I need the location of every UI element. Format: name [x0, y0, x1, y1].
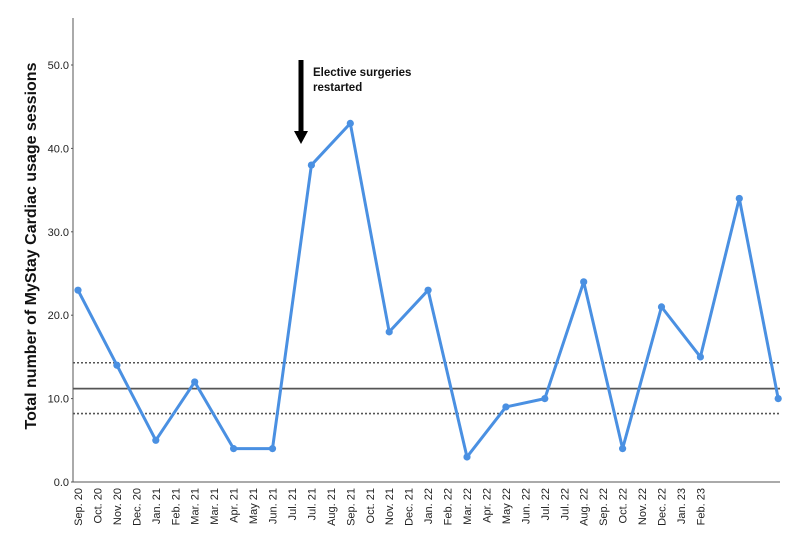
x-tick-label: Aug. 21 — [326, 488, 338, 526]
axes — [72, 18, 780, 483]
x-tick-label: Feb. 22 — [443, 488, 455, 525]
y-tick-label: 0.0 — [54, 477, 69, 489]
data-point — [735, 194, 743, 203]
data-point — [307, 161, 315, 169]
data-point — [619, 445, 627, 453]
data-point — [502, 403, 510, 411]
arrow-shaft — [298, 60, 304, 132]
x-tick-label: Apr. 21 — [229, 488, 241, 523]
annotation-text: restarted — [313, 82, 362, 94]
data-point — [424, 286, 432, 294]
data-point — [268, 445, 277, 453]
x-tick-label: Jul. 22 — [540, 488, 552, 520]
arrow-head — [294, 131, 308, 144]
x-tick-label: Dec. 20 — [131, 488, 143, 526]
x-tick-label: Jun. 22 — [520, 488, 532, 524]
data-point — [152, 436, 160, 444]
x-tick-label: May 22 — [501, 488, 513, 524]
x-tick-label: Nov. 21 — [384, 488, 396, 525]
x-tick-label: Jan. 22 — [423, 488, 435, 524]
data-point — [113, 361, 121, 369]
x-tick-label: Aug. 22 — [579, 488, 591, 526]
x-tick-label: Mar. 21 — [190, 488, 202, 525]
series-group — [74, 119, 782, 461]
y-tick-label: 40.0 — [48, 143, 69, 155]
x-tick-label: Oct. 21 — [365, 488, 377, 523]
y-tick-label: 10.0 — [48, 394, 69, 406]
x-tick-label: Jun. 21 — [268, 488, 280, 524]
data-point — [774, 395, 782, 403]
x-tick-label: Mar. 21 — [209, 488, 221, 525]
x-tick-label: Apr. 22 — [481, 488, 493, 523]
x-tick-label: Jul. 22 — [559, 488, 571, 520]
y-tick-label: 50.0 — [48, 60, 69, 72]
x-tick-labels: Sep. 20 Oct. 20 Nov. 20 Dec. 20 Jan. 21 Feb. … — [73, 488, 707, 526]
x-tick-label: Mar. 22 — [462, 488, 474, 525]
x-tick-label: Sep. 22 — [598, 488, 610, 526]
data-point — [541, 395, 549, 403]
x-tick-label: Sep. 21 — [345, 488, 357, 526]
x-tick-label: Jan. 21 — [151, 488, 163, 524]
data-point — [696, 353, 705, 361]
data-point — [74, 286, 82, 294]
x-tick-label: Jul. 21 — [287, 488, 299, 520]
x-tick-label: Dec. 22 — [657, 488, 669, 526]
data-point — [657, 303, 666, 311]
y-tick-label: 20.0 — [48, 310, 69, 322]
x-tick-label: Nov. 22 — [637, 488, 649, 525]
data-point — [385, 328, 393, 336]
annotation: Elective surgeries restarted — [294, 60, 411, 144]
x-tick-label: Oct. 22 — [618, 488, 630, 523]
x-tick-label: Feb. 23 — [695, 488, 707, 525]
data-point — [346, 119, 354, 127]
x-tick-label: Nov. 20 — [112, 488, 124, 525]
x-tick-label: Jul. 21 — [306, 488, 318, 520]
x-tick-label: Sep. 20 — [73, 488, 85, 526]
x-tick-label: May 21 — [248, 488, 260, 524]
data-point — [191, 378, 199, 386]
data-point — [580, 278, 588, 286]
data-point — [230, 445, 238, 453]
x-tick-label: Dec. 21 — [404, 488, 416, 526]
data-point — [463, 453, 471, 461]
y-tick-label: 30.0 — [48, 227, 69, 239]
x-tick-label: Feb. 21 — [170, 488, 182, 525]
annotation-text: Elective surgeries — [313, 67, 411, 79]
y-axis-label: Total number of MyStay Cardiac usage ses… — [23, 62, 40, 429]
x-tick-label: Oct. 20 — [92, 488, 104, 523]
y-tick-labels: 0.0 10.0 20.0 30.0 40.0 50.0 — [48, 60, 73, 489]
x-tick-label: Jan. 23 — [676, 488, 688, 524]
